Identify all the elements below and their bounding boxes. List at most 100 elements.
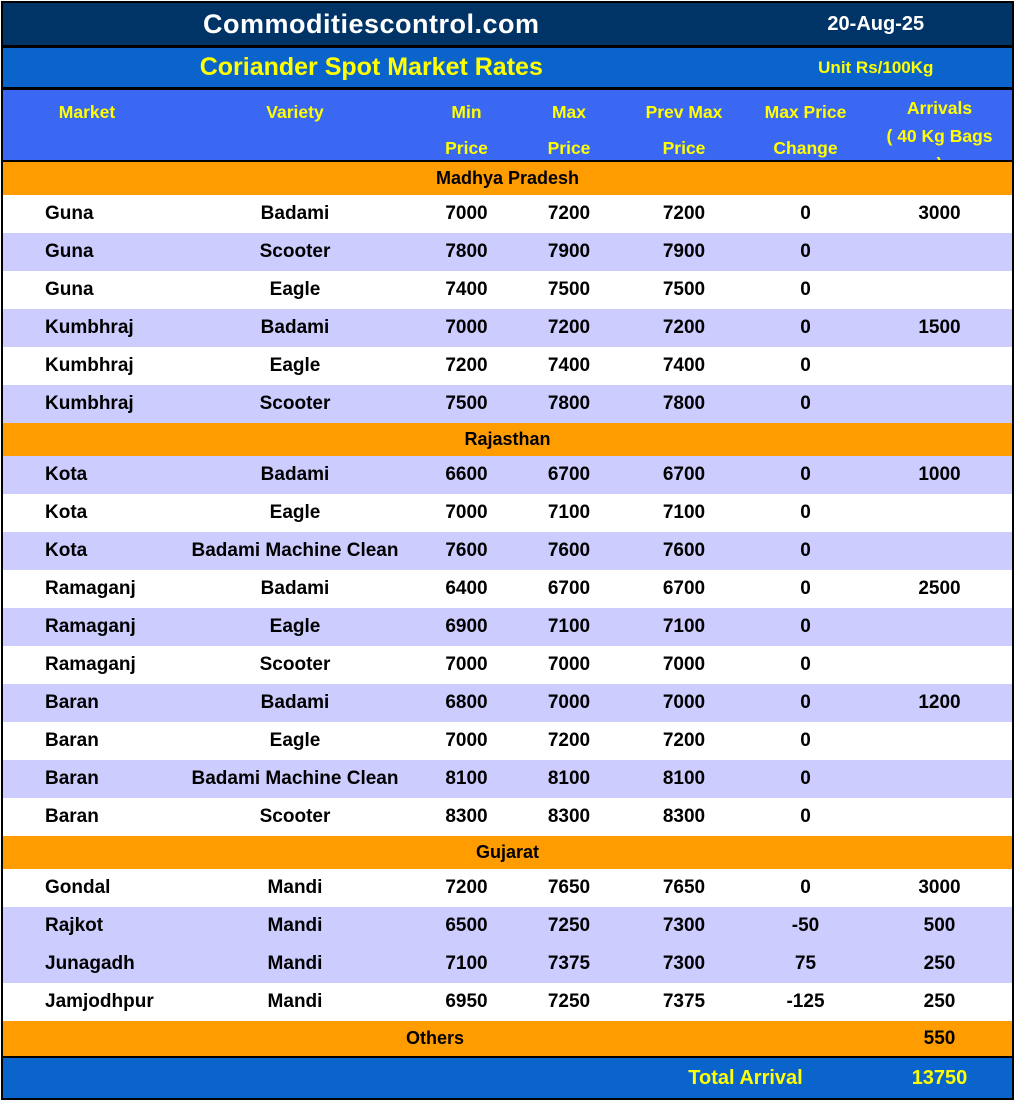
cell-arrivals [867,608,1012,646]
cell-min: 7000 [445,730,488,751]
cell-min: 7000 [445,654,488,675]
cell-variety: Mandi [267,915,323,936]
others-arrivals: 550 [923,1028,956,1049]
cell-min: 7000 [445,317,488,338]
column-header-arrivals: Arrivals ( 40 Kg Bags) [867,90,1012,160]
cell-min: 7000 [445,502,488,523]
cell-max: 7500 [547,279,591,300]
others-label: Others [405,1028,465,1048]
cell-market: Guna [45,241,94,262]
table-row: Baran Eagle 7000 7200 7200 0 [3,722,1012,760]
cell-market: Kumbhraj [45,393,134,414]
column-header-row: Market Variety Min Price Max Price Prev Max Pri… [3,90,1012,162]
cell-variety: Mandi [267,953,323,974]
cell-variety: Eagle [269,355,321,376]
cell-change: 0 [800,654,811,675]
cell-market: Baran [45,806,99,827]
cell-max: 7600 [547,540,591,561]
table-row: Kumbhraj Eagle 7200 7400 7400 0 [3,347,1012,385]
column-header-line: Max Price [764,102,847,122]
cell-variety: Badami Machine Clean [191,540,399,561]
column-header-market: Market [3,90,171,160]
cell-market: Junagadh [45,953,135,974]
cell-prev_max: 7200 [662,317,706,338]
table-row: Kota Eagle 7000 7100 7100 0 [3,494,1012,532]
cell-change: 0 [800,540,811,561]
column-header-line: ( 40 Kg Bags [886,126,993,146]
cell-max: 6700 [547,464,591,485]
table-row: Guna Badami 7000 7200 7200 0 3000 [3,195,1012,233]
cell-change: 0 [800,203,811,224]
cell-min: 7200 [445,877,488,898]
cell-min: 8100 [445,768,488,789]
table-row: Kota Badami 6600 6700 6700 0 1000 [3,456,1012,494]
cell-arrivals: 250 [923,991,956,1012]
cell-market: Kumbhraj [45,355,134,376]
cell-min: 6500 [445,915,488,936]
cell-market: Baran [45,692,99,713]
cell-change: 0 [800,692,811,713]
cell-arrivals [867,798,1012,836]
cell-min: 7500 [445,393,488,414]
cell-min: 7200 [445,355,488,376]
cell-market: Kota [45,540,88,561]
cell-market: Kota [45,464,88,485]
cell-variety: Scooter [259,806,331,827]
table-row: Ramaganj Badami 6400 6700 6700 0 2500 [3,570,1012,608]
cell-arrivals [867,271,1012,309]
cell-change: -125 [786,991,825,1012]
cell-max: 7100 [547,502,591,523]
cell-prev_max: 6700 [662,464,706,485]
cell-market: Kota [45,502,88,523]
column-header-line: ) [867,150,1012,160]
others-row: Others 550 [3,1021,1012,1056]
cell-prev_max: 7100 [662,502,706,523]
cell-max: 7800 [547,393,591,414]
cell-min: 6900 [445,616,488,637]
cell-prev_max: 7800 [662,393,706,414]
cell-variety: Eagle [269,502,321,523]
cell-min: 8300 [445,806,488,827]
cell-variety: Badami [260,203,330,224]
cell-max: 7250 [547,991,591,1012]
cell-market: Guna [45,203,94,224]
cell-market: Rajkot [45,915,104,936]
cell-change: 0 [800,241,811,262]
cell-max: 7650 [547,877,591,898]
column-header-line: Prev Max [645,102,723,122]
report-title: Coriander Spot Market Rates [199,53,543,81]
cell-variety: Mandi [267,877,323,898]
cell-prev_max: 7400 [662,355,706,376]
cell-change: 0 [800,464,811,485]
date-zone: 20-Aug-25 [740,3,1012,45]
rates-table: Market Variety Min Price Max Price Prev Max Pri… [1,89,1014,1100]
column-header-variety: Variety [171,90,419,160]
column-header-line: Change [773,138,838,158]
table-row: Junagadh Mandi 7100 7375 7300 75 250 [3,945,1012,983]
cell-market: Baran [45,730,99,751]
total-spacer [3,1058,624,1098]
cell-min: 6600 [445,464,488,485]
cell-change: 0 [800,502,811,523]
cell-max: 7900 [547,241,591,262]
cell-max: 7200 [547,730,591,751]
cell-market: Baran [45,768,99,789]
cell-variety: Badami [260,578,330,599]
table-body: Madhya Pradesh Guna Badami 7000 7200 7200 0 300… [3,162,1012,1021]
cell-prev_max: 8100 [662,768,706,789]
cell-variety: Mandi [267,991,323,1012]
cell-arrivals: 1200 [918,692,961,713]
column-header-prev_max: Prev Max Price [624,90,744,160]
cell-market: Ramaganj [45,654,136,675]
cell-min: 7600 [445,540,488,561]
cell-arrivals [867,494,1012,532]
cell-variety: Eagle [269,616,321,637]
total-value: 13750 [911,1067,968,1089]
column-header-line: Price [445,138,488,158]
cell-max: 7400 [547,355,591,376]
cell-min: 6400 [445,578,488,599]
site-title: Commoditiescontrol.com [203,8,540,39]
cell-min: 6950 [445,991,488,1012]
report-title-zone: Coriander Spot Market Rates [3,48,740,87]
